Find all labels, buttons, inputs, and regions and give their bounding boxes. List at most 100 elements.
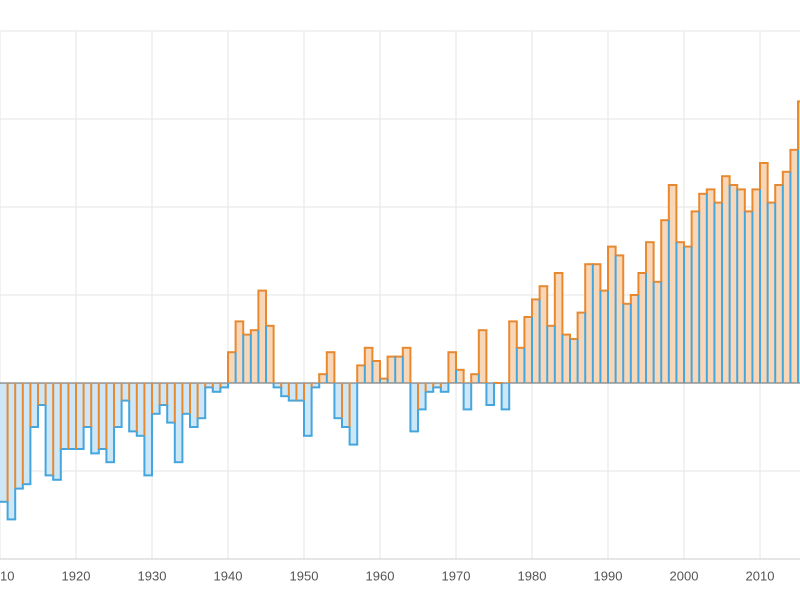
bar [114, 383, 122, 427]
bar [668, 185, 677, 383]
bar [144, 383, 153, 476]
bar [98, 383, 107, 449]
bar [790, 149, 799, 383]
bar [737, 189, 746, 383]
bar [68, 383, 77, 449]
bar [706, 189, 715, 383]
bar [53, 383, 62, 480]
bar [402, 347, 411, 383]
bar [486, 383, 495, 405]
bar [212, 383, 221, 392]
bar [410, 383, 419, 432]
bar [418, 383, 426, 410]
x-tick-label: 1910 [0, 568, 14, 583]
bar [326, 352, 335, 383]
bar [7, 383, 16, 520]
bar [38, 383, 46, 405]
bar [661, 220, 670, 383]
bar [387, 356, 396, 383]
bar [554, 273, 563, 383]
bar [372, 361, 381, 383]
bar [547, 325, 556, 383]
bar [638, 273, 647, 383]
bar [440, 383, 449, 392]
bar [570, 339, 578, 383]
bar [615, 255, 624, 383]
bar [646, 242, 654, 383]
bar [448, 352, 457, 383]
bar [243, 334, 252, 383]
bar [182, 383, 191, 414]
bar [45, 383, 54, 476]
bar [83, 383, 92, 427]
bar [767, 202, 776, 383]
bar [76, 383, 84, 449]
x-tick-label: 1970 [442, 568, 471, 583]
bar [159, 383, 168, 405]
bar [258, 290, 267, 383]
bar [220, 383, 229, 388]
bar [364, 347, 373, 383]
bar [197, 383, 206, 419]
x-tick-label: 1980 [518, 568, 547, 583]
bar [152, 383, 160, 414]
bar [281, 383, 290, 397]
bar [463, 383, 472, 410]
bar [516, 347, 525, 383]
bar [334, 383, 343, 419]
bar [600, 290, 609, 383]
bar [478, 330, 487, 383]
bar [509, 321, 518, 383]
bar [30, 383, 39, 427]
bar [129, 383, 138, 432]
bar [319, 374, 328, 383]
bar [357, 365, 366, 383]
bar [235, 321, 244, 383]
bar [395, 356, 404, 383]
bar [562, 334, 571, 383]
bar [190, 383, 198, 427]
bar [304, 383, 312, 436]
bar [729, 185, 738, 383]
bar [433, 383, 442, 388]
bar [585, 264, 594, 383]
x-tick-label: 1990 [594, 568, 623, 583]
bar [501, 383, 510, 410]
bar [205, 383, 214, 388]
bar [0, 383, 8, 502]
bar [106, 383, 115, 463]
bar [380, 378, 388, 383]
bar [608, 246, 616, 383]
bar [577, 312, 586, 383]
bar [174, 383, 183, 463]
x-tick-label: 1960 [366, 568, 395, 583]
bar [684, 246, 692, 383]
bar [744, 211, 753, 383]
bar [653, 281, 662, 383]
bar [699, 193, 708, 383]
bar [136, 383, 145, 436]
x-tick-label: 2010 [746, 568, 775, 583]
bar [592, 264, 601, 383]
bar [60, 383, 69, 449]
bar [15, 383, 24, 489]
x-tick-label: 1930 [138, 568, 167, 583]
bar [532, 299, 540, 383]
bar [760, 163, 768, 383]
x-tick-label: 1950 [290, 568, 319, 583]
bar [539, 286, 548, 383]
bar [22, 383, 31, 485]
bar [296, 383, 305, 401]
bar [266, 325, 274, 383]
bar [714, 202, 723, 383]
bar [782, 171, 791, 383]
bar [456, 369, 464, 383]
bar [288, 383, 297, 401]
bar [425, 383, 434, 392]
x-tick-label: 1920 [62, 568, 91, 583]
bar [623, 303, 632, 383]
x-tick-label: 1940 [214, 568, 243, 583]
bar [228, 352, 236, 383]
bar [752, 189, 761, 383]
